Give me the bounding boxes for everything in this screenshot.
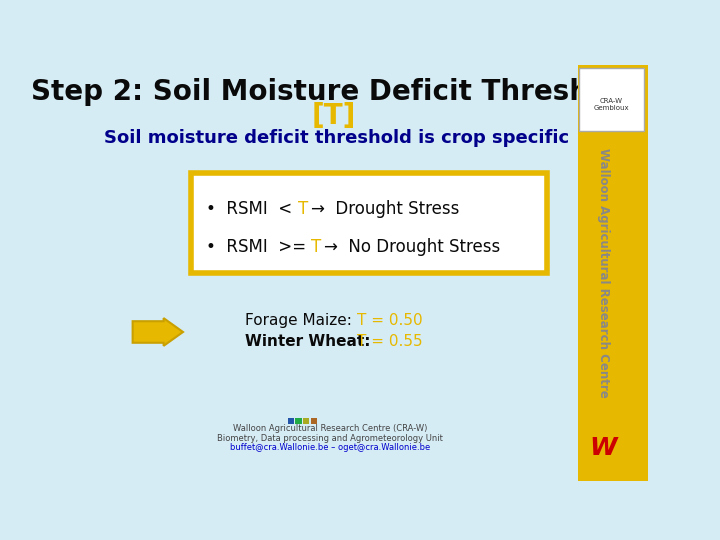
Text: T = 0.50: T = 0.50 [357, 313, 423, 328]
Text: Winter Wheat:: Winter Wheat: [245, 334, 371, 349]
Bar [287, 418, 294, 424]
FancyBboxPatch shape [579, 68, 644, 131]
Text: →  No Drought Stress: → No Drought Stress [324, 238, 500, 256]
Text: T = 0.55: T = 0.55 [357, 334, 423, 349]
Text: T: T [311, 238, 321, 256]
Bar [311, 418, 317, 424]
Text: Forage Maize:: Forage Maize: [245, 313, 352, 328]
Text: •  RSMI  <: • RSMI < [206, 200, 292, 218]
Text: Step 2: Soil Moisture Deficit Threshold: Step 2: Soil Moisture Deficit Threshold [31, 78, 637, 106]
FancyArrow shape [132, 318, 183, 346]
Text: T: T [297, 200, 308, 218]
Bar [578, 65, 648, 481]
FancyBboxPatch shape [191, 173, 547, 273]
Text: buffet@cra.Wallonie.be – oget@cra.Wallonie.be: buffet@cra.Wallonie.be – oget@cra.Wallon… [230, 443, 431, 452]
Text: →  Drought Stress: → Drought Stress [311, 200, 459, 218]
Bar [303, 418, 310, 424]
Text: [T]: [T] [312, 102, 356, 130]
Text: Walloon Agricultural Research Centre: Walloon Agricultural Research Centre [598, 148, 611, 397]
Bar [295, 418, 302, 424]
Text: Walloon Agricultural Research Centre (CRA-W): Walloon Agricultural Research Centre (CR… [233, 424, 428, 433]
Text: W: W [589, 436, 617, 460]
Text: Soil moisture deficit threshold is crop specific: Soil moisture deficit threshold is crop … [104, 129, 569, 147]
Text: Biometry, Data processing and Agrometeorology Unit: Biometry, Data processing and Agrometeor… [217, 434, 444, 443]
Text: CRA-W
Gembloux: CRA-W Gembloux [594, 98, 629, 111]
Text: •  RSMI  >=: • RSMI >= [206, 238, 307, 256]
